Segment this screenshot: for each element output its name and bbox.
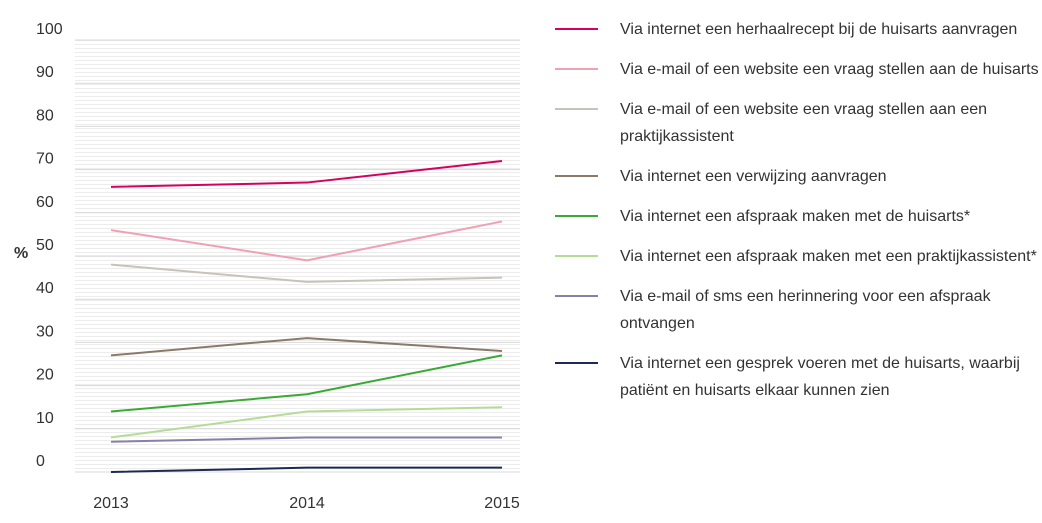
y-tick-label: 80 [36,107,54,124]
series-line [110,436,502,443]
plot: % 0 10 20 30 40 50 60 70 80 90 100 2013 2014 2015 [14,21,520,512]
legend-item: Via e-mail of sms een herinnering voor e… [555,283,1040,337]
y-tick-label: 90 [36,64,54,81]
legend-swatch [555,295,598,297]
legend-swatch [555,108,598,110]
legend-swatch [555,28,598,30]
legend-item: Via internet een herhaalrecept bij de hu… [555,16,1040,43]
series-line [110,337,503,357]
y-tick-label: 50 [36,237,54,254]
legend-item: Via e-mail of een website een vraag stel… [555,56,1040,83]
series-line [110,159,503,188]
y-tick-label: 40 [36,280,54,297]
series-line [110,466,502,473]
legend-swatch [555,215,598,217]
series-line [110,263,503,283]
legend-label: Via internet een verwijzing aanvragen [620,168,887,185]
legend-swatch [555,175,598,177]
legend-item: Via internet een gesprek voeren met de h… [555,350,1040,404]
legend-label: Via internet een herhaalrecept bij de hu… [620,21,1018,38]
y-tick-label: 30 [36,323,54,340]
legend-label: Via e-mail of een website een vraag stel… [620,61,1039,78]
y-axis-label: % [14,245,28,262]
legend-label: Via internet een afspraak maken met een … [620,248,1037,265]
series-line [110,220,503,262]
legend-item: Via e-mail of een website een vraag stel… [555,96,1040,150]
x-tick-label: 2013 [93,495,129,512]
legend-label: Via internet een afspraak maken met de h… [620,208,971,225]
legend-swatch [555,255,598,257]
legend-label: Via e-mail of sms een herinnering voor e… [620,288,991,332]
y-tick-label: 100 [36,21,63,38]
y-tick-label: 60 [36,194,54,211]
y-tick-label: 10 [36,410,54,427]
series-line [110,406,503,439]
legend-item: Via internet een afspraak maken met de h… [555,203,1040,230]
legend-swatch [555,362,598,364]
legend: Via internet een herhaalrecept bij de hu… [555,16,1042,417]
y-tick-label: 0 [36,453,45,470]
y-tick-label: 20 [36,367,54,384]
legend-item: Via internet een verwijzing aanvragen [555,163,1040,190]
legend-item: Via internet een afspraak maken met een … [555,243,1040,270]
series-line [110,354,503,413]
legend-label: Via e-mail of een website een vraag stel… [620,101,988,145]
legend-swatch [555,68,598,70]
y-tick-label: 70 [36,151,54,168]
x-tick-label: 2014 [289,495,325,512]
x-tick-label: 2015 [484,495,520,512]
legend-label: Via internet een gesprek voeren met de h… [620,355,1020,399]
